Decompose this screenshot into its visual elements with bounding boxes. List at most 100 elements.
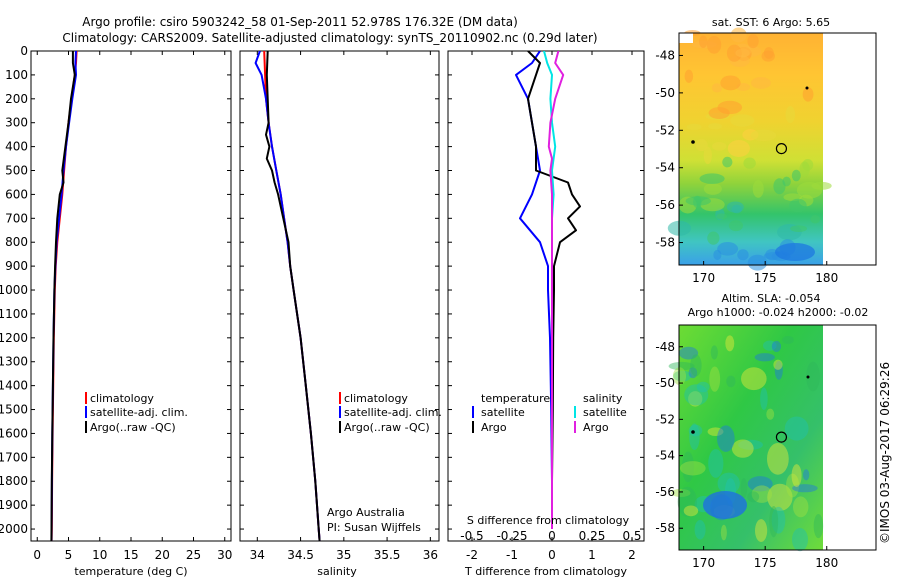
field-patch <box>703 182 722 195</box>
sst-field-texture <box>667 27 832 271</box>
salinity-depth-ticks <box>240 50 439 530</box>
lat-tick-label: -56 <box>655 198 675 212</box>
field-patch <box>806 361 820 392</box>
depth-tick-label: 700 <box>5 211 28 225</box>
x-tick-label: 30 <box>217 548 232 562</box>
field-patch <box>771 340 782 353</box>
argo-float-marker <box>775 431 788 443</box>
lat-tick-label: -58 <box>655 521 675 535</box>
lat-tick-label: -58 <box>655 236 675 250</box>
field-patch <box>771 506 786 534</box>
difference-legend: temperature satellite Argo salinity sate… <box>472 392 627 434</box>
legend-salinity-title: salinity <box>583 392 623 405</box>
depth-tick-label: 300 <box>5 116 28 130</box>
lon-tick-label: 180 <box>815 556 838 570</box>
depth-tick-label: 1800 <box>0 474 28 488</box>
field-patch <box>766 408 775 420</box>
legend-argo-label: Argo(..raw -QC) <box>344 421 430 434</box>
depth-tick-label: 1700 <box>0 450 28 464</box>
field-patch <box>767 442 789 475</box>
lon-tick-label: 170 <box>692 556 715 570</box>
x-tick-label: 20 <box>155 548 170 562</box>
figure-title-line1: Argo profile: csiro 5903242_58 01-Sep-20… <box>82 15 518 29</box>
field-patch <box>767 483 793 511</box>
figure-title-line2: Climatology: CARS2009. Satellite-adjuste… <box>62 31 597 45</box>
field-patch <box>699 173 725 184</box>
field-patch <box>730 27 747 43</box>
t-difference-axis-ticks: -2 -1 0 1 2 <box>466 51 636 562</box>
field-patch <box>668 361 695 371</box>
argo-float-marker <box>775 142 788 155</box>
field-patch <box>743 157 756 169</box>
x-tick-label: 36 <box>423 548 438 562</box>
field-patch <box>679 461 706 476</box>
field-patch <box>684 69 694 83</box>
depth-tick-label: 200 <box>5 92 28 106</box>
salinity-lines <box>254 51 321 541</box>
sla-map-ticks: -48 -50 -52 -54 -56 -58 170 175 180 <box>655 340 838 570</box>
lat-tick-label: -52 <box>655 412 675 426</box>
legend-t-argo-label: Argo <box>481 421 507 434</box>
sla-map-panel: Altim. SLA: -0.054 Argo h1000: -0.024 h2… <box>655 292 877 570</box>
field-patch <box>725 335 735 352</box>
field-patch <box>792 496 809 518</box>
depth-tick-label: 500 <box>5 164 28 178</box>
temperature-xlabel: temperature (deg C) <box>74 565 187 578</box>
field-patch <box>730 114 755 127</box>
field-patch <box>741 367 767 391</box>
land-dot <box>806 375 810 379</box>
depth-tick-label: 800 <box>5 235 28 249</box>
pi-name-note: PI: Susan Wijffels <box>327 521 421 534</box>
series-line-argo-raw-qc- <box>265 51 321 541</box>
field-patch <box>708 123 723 130</box>
lon-tick-label: 180 <box>815 271 838 285</box>
lat-tick-label: -48 <box>655 340 675 354</box>
field-patch <box>811 181 832 190</box>
salinity-axis-ticks: 34 34.5 35 35.5 36 <box>250 51 438 562</box>
temperature-lines <box>50 51 78 541</box>
field-patch <box>671 488 691 498</box>
field-patch <box>712 141 727 151</box>
sla-field-texture <box>668 335 824 552</box>
field-patch <box>747 476 773 492</box>
field-patch <box>751 485 773 503</box>
series-line-temperature-satellite <box>515 51 553 529</box>
temperature-panel: 0100200300400500600700800900100011001200… <box>0 44 232 578</box>
field-patch <box>775 243 815 261</box>
field-patch <box>720 524 727 541</box>
field-patch <box>696 381 710 393</box>
field-patch <box>750 129 777 142</box>
depth-tick-label: 1900 <box>0 498 28 512</box>
legend-t-satellite-label: satellite <box>481 406 525 419</box>
land-dot <box>691 430 695 434</box>
argo-australia-note: Argo Australia <box>327 506 405 519</box>
field-patch <box>722 156 733 168</box>
field-patch <box>789 198 807 213</box>
difference-panel: -2 -1 0 1 2 temperature satellite Argo salin… <box>447 50 645 578</box>
field-patch <box>727 139 750 157</box>
field-patch <box>791 169 801 182</box>
field-patch <box>699 35 708 48</box>
field-patch <box>782 336 794 345</box>
difference-plot-frame <box>447 50 645 542</box>
field-patch <box>717 472 740 495</box>
field-patch <box>703 491 747 519</box>
x-tick-label: 34.5 <box>287 548 314 562</box>
field-patch <box>792 484 818 493</box>
sla-map-subtitle: Argo h1000: -0.024 h2000: -0.02 <box>688 306 869 319</box>
x-tick-label: 10 <box>92 548 107 562</box>
field-patch <box>760 387 768 411</box>
temperature-legend: climatology satellite-adj. clim. Argo(..… <box>85 392 188 434</box>
field-patch <box>679 346 699 360</box>
sla-field <box>679 325 823 550</box>
depth-tick-label: 1400 <box>0 379 28 393</box>
field-patch <box>802 87 814 102</box>
legend-climatology-label: climatology <box>90 392 154 405</box>
field-patch <box>677 486 697 517</box>
difference-lines <box>515 51 581 529</box>
field-patch <box>720 75 741 91</box>
series-line-salinity-argo <box>547 51 565 529</box>
land-dot <box>805 86 809 90</box>
field-patch <box>773 178 786 195</box>
